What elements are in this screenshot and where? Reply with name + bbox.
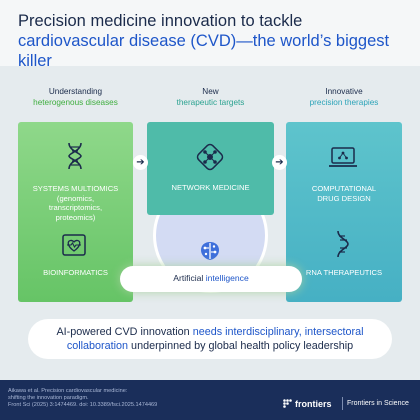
bioinformatics-label: BIOINFORMATICS xyxy=(43,268,108,277)
systems-line-3: transcriptomics, xyxy=(48,203,103,212)
ai-band xyxy=(120,266,302,292)
systems-line-4: proteomics) xyxy=(55,212,96,222)
message-part-4: underpinned by global health policy lead… xyxy=(128,340,354,352)
column-heading-subtitle: heterogenous diseases xyxy=(33,98,118,107)
page-title: Precision medicine innovation to tackle … xyxy=(18,11,408,71)
message-part-3: collaboration xyxy=(66,340,129,352)
column-heading-title: New xyxy=(202,87,219,96)
citation-line-2: shifting the innovation paradigm. xyxy=(8,395,89,402)
citation: Aikawa et al. Precision cardiovascular m… xyxy=(8,388,208,410)
frontiers-in-science-text: Frontiers in Science xyxy=(347,400,409,407)
network-medicine-label: NETWORK MEDICINE xyxy=(171,183,250,192)
column-heading-title: Understanding xyxy=(48,87,103,96)
column-heading-understanding: Understanding heterogenous diseases xyxy=(18,86,133,108)
arrow-right-icon: ➔ xyxy=(133,155,148,170)
drug-design-text: COMPUTATIONAL DRUG DESIGN xyxy=(286,184,402,203)
frontiers-logo-text: frontiers xyxy=(295,399,332,409)
card-network-medicine xyxy=(147,122,274,215)
citation-line-1: Aikawa et al. Precision cardiovascular m… xyxy=(8,388,128,394)
message-part-1: AI-powered CVD innovation xyxy=(56,326,193,338)
card-precision-therapies xyxy=(286,122,402,302)
key-message-box: AI-powered CVD innovation needs interdis… xyxy=(28,319,392,359)
logo-divider xyxy=(342,397,343,410)
arrow-right-icon: ➔ xyxy=(272,155,287,170)
citation-line-3: Front Sci (2025) 3:1474469. doi: 10.3389… xyxy=(8,402,158,409)
ai-label: Artificial intelligence xyxy=(120,273,302,283)
title-line-2: cardiovascular disease (CVD)—the world’s… xyxy=(18,32,390,70)
footer-bar xyxy=(0,380,420,420)
frontiers-logo-icon xyxy=(283,399,292,408)
message-part-2: needs interdisciplinary, intersectoral xyxy=(192,326,364,338)
laptop-icon xyxy=(329,147,357,167)
column-heading-title: Innovative xyxy=(325,87,363,96)
ai-label-part-2: intelligence xyxy=(205,273,249,283)
rna-helix-icon xyxy=(337,230,349,258)
column-heading-new: New therapeutic targets xyxy=(147,86,274,108)
network-molecule-icon xyxy=(196,143,224,171)
column-heading-subtitle: therapeutic targets xyxy=(176,98,245,107)
title-line-1: Precision medicine innovation to tackle xyxy=(18,12,303,30)
brain-circuit-icon xyxy=(201,242,219,260)
dna-icon xyxy=(68,142,82,170)
heart-monitor-icon xyxy=(62,234,86,256)
drug-line-1: COMPUTATIONAL xyxy=(311,184,377,193)
systems-multiomics-text: SYSTEMS MULTIOMICS (genomics, transcript… xyxy=(18,184,133,222)
systems-line-2: (genomics, xyxy=(56,193,95,203)
systems-line-1: SYSTEMS MULTIOMICS xyxy=(32,184,119,193)
drug-line-2: DRUG DESIGN xyxy=(317,193,371,203)
column-heading-innovative: Innovative precision therapies xyxy=(286,86,402,108)
rna-therapeutics-label: RNA THERAPEUTICS xyxy=(305,268,383,277)
column-heading-subtitle: precision therapies xyxy=(309,98,379,107)
ai-label-part-1: Artificial xyxy=(173,273,206,283)
